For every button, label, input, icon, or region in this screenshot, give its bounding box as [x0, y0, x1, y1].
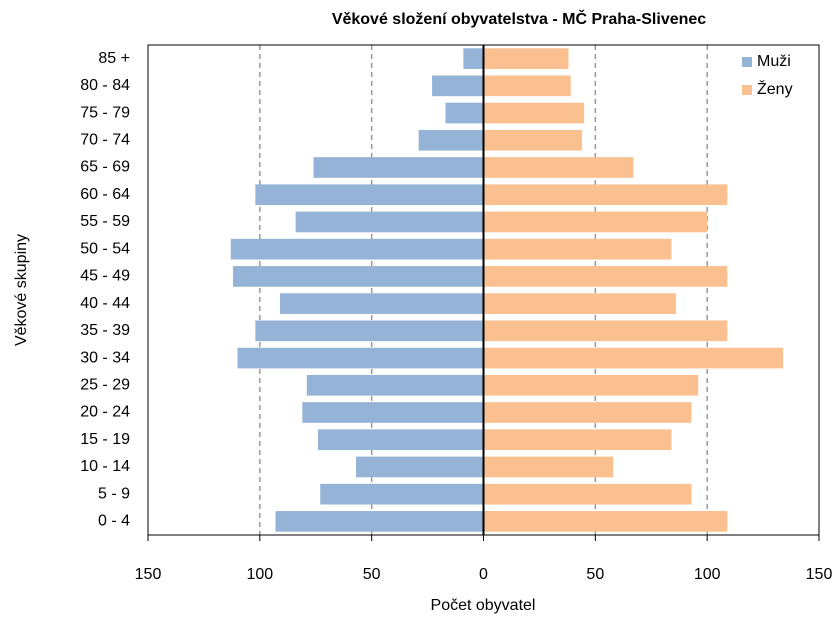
y-tick-label: 75 - 79: [80, 104, 130, 121]
bar: [317, 429, 484, 451]
y-tick-label: 40 - 44: [80, 295, 130, 312]
bar: [483, 374, 699, 396]
bar: [483, 48, 569, 69]
chart-title: Věkové složení obyvatelstva - MČ Praha-S…: [332, 9, 706, 28]
bar: [483, 211, 708, 233]
y-tick-label: 45 - 49: [80, 268, 130, 285]
bar: [483, 129, 582, 151]
bar: [279, 293, 484, 314]
bar: [275, 511, 484, 532]
bar: [320, 483, 484, 505]
y-tick-label: 85 +: [98, 50, 130, 67]
x-tick-label: 0: [479, 566, 488, 583]
y-tick-label: 70 - 74: [80, 131, 130, 148]
bar: [295, 211, 484, 233]
bar: [255, 184, 484, 206]
bar: [483, 429, 672, 451]
y-tick-label: 10 - 14: [80, 458, 130, 475]
y-tick-label: 30 - 34: [80, 349, 130, 366]
bar: [483, 402, 692, 423]
bar: [306, 374, 484, 396]
bar: [483, 184, 728, 206]
x-tick-label: 50: [363, 566, 381, 583]
x-tick-label: 150: [806, 566, 833, 583]
legend-swatch: [742, 57, 752, 67]
bar: [313, 157, 484, 178]
bar: [432, 75, 484, 97]
bar: [483, 238, 672, 260]
y-tick-label: 20 - 24: [80, 404, 130, 421]
y-tick-label: 5 - 9: [98, 485, 130, 502]
bar: [483, 456, 614, 478]
bar: [483, 347, 784, 369]
y-tick-label: 15 - 19: [80, 431, 130, 448]
bar: [483, 157, 634, 178]
y-tick-label: 60 - 64: [80, 186, 130, 203]
bar: [483, 266, 728, 287]
y-tick-label: 80 - 84: [80, 77, 130, 94]
bar: [302, 402, 484, 423]
bar: [483, 293, 676, 314]
x-tick-label: 150: [135, 566, 162, 583]
bar: [483, 102, 585, 124]
y-tick-label: 25 - 29: [80, 376, 130, 393]
plot-frame: [147, 44, 820, 536]
x-tick-label: 100: [246, 566, 273, 583]
y-tick-label: 35 - 39: [80, 322, 130, 339]
bar: [483, 511, 728, 532]
legend-label: Muži: [757, 53, 791, 70]
legend-swatch: [742, 85, 752, 95]
bar: [445, 102, 484, 124]
x-axis-label: Počet obyvatel: [431, 597, 536, 614]
y-axis-label: Věkové skupiny: [13, 234, 30, 346]
x-tick-label: 100: [694, 566, 721, 583]
legend-label: Ženy: [757, 79, 793, 98]
bar: [237, 347, 484, 369]
bar: [255, 320, 484, 342]
x-tick-label: 50: [586, 566, 604, 583]
y-tick-label: 50 - 54: [80, 240, 130, 257]
bar: [483, 320, 728, 342]
bar: [483, 483, 692, 505]
y-tick-label: 65 - 69: [80, 159, 130, 176]
bar: [232, 266, 484, 287]
y-tick-label: 55 - 59: [80, 213, 130, 230]
bar: [483, 75, 571, 97]
bar: [418, 129, 484, 151]
y-tick-label: 0 - 4: [98, 513, 130, 530]
bar: [356, 456, 484, 478]
bar: [230, 238, 484, 260]
bar: [463, 48, 484, 69]
